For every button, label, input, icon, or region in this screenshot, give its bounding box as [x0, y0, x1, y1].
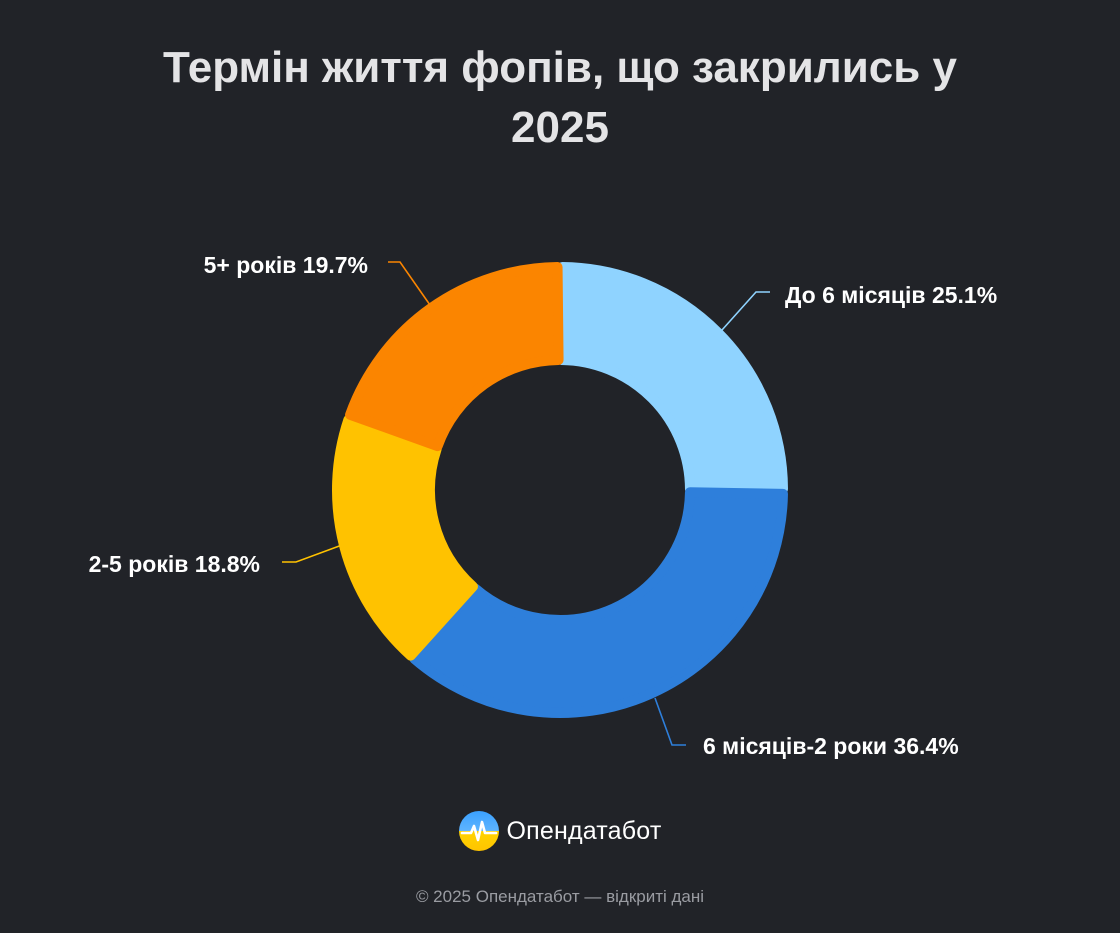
leader-до-6-місяців	[721, 291, 770, 331]
donut-slices	[332, 262, 788, 718]
label-2-5-років: 2-5 років 18.8%	[89, 551, 260, 577]
slice-labels: До 6 місяців 25.1% 6 місяців-2 роки 36.4%…	[89, 252, 998, 759]
label-5-років: 5+ років 19.7%	[204, 252, 368, 278]
slice-2-5-років	[332, 414, 478, 661]
opendatabot-logo	[458, 810, 500, 852]
brand-name: Опендатабот	[506, 816, 662, 845]
chart-title: Термін життя фопів, що закрились у 2025	[0, 38, 1120, 158]
leader-6-місяців-2-роки	[654, 697, 686, 746]
leader-5-років	[388, 261, 431, 306]
slice-6-місяців-2-роки	[409, 487, 788, 718]
leader-2-5-років	[282, 544, 343, 563]
chart-title-line-1: Термін життя фопів, що закрились у	[163, 43, 957, 92]
label-до-6-місяців: До 6 місяців 25.1%	[785, 282, 997, 308]
slice-до-6-місяців	[556, 262, 788, 495]
label-6-місяців-2-роки: 6 місяців-2 роки 36.4%	[703, 733, 959, 759]
slice-5-років	[345, 262, 564, 452]
brand: Опендатабот	[0, 810, 1120, 852]
leader-lines	[282, 261, 770, 746]
footer-copyright: © 2025 Опендатабот — відкриті дані	[415, 887, 705, 906]
chart-title-line-2: 2025	[511, 103, 609, 152]
